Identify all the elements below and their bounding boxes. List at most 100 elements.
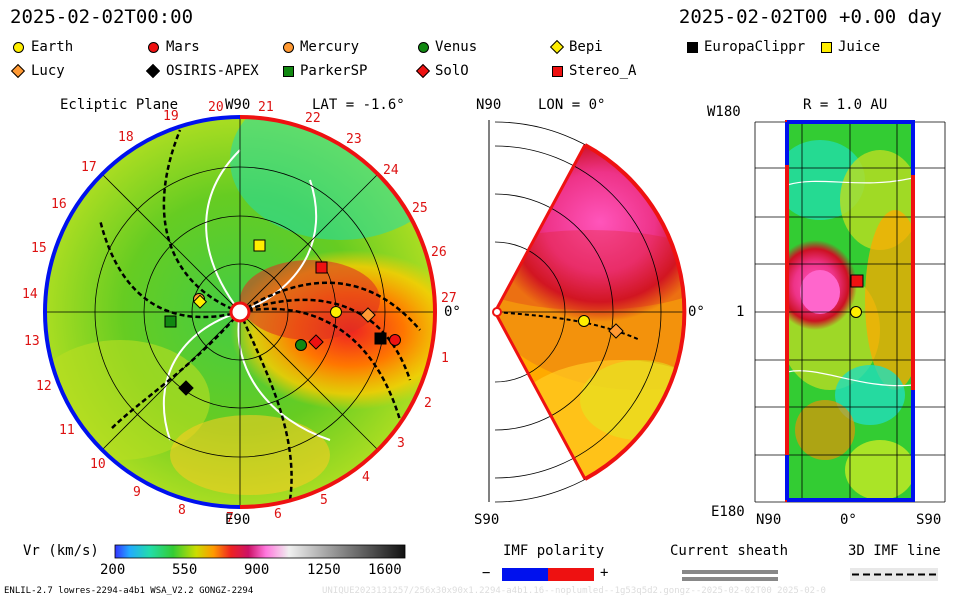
header-time-left: 2025-02-02T00:00 [10, 6, 194, 28]
carrington-3: 3 [397, 436, 405, 451]
imf-minus: − [482, 565, 491, 581]
meridional-right-label: 0° [688, 304, 705, 320]
carrington-8: 8 [178, 503, 186, 518]
carrington-1: 1 [441, 351, 449, 366]
imf-polarity-negative [502, 568, 548, 581]
carrington-5: 5 [320, 493, 328, 508]
ecliptic-bottom-label: E90 [225, 512, 251, 528]
ecliptic-top-label: W90 [225, 97, 251, 113]
carrington-21: 21 [258, 100, 274, 115]
legend-stereo-a-icon [552, 66, 563, 77]
carrington-17: 17 [81, 160, 97, 175]
imf-plus: + [600, 565, 609, 581]
colorbar-tick-1250: 1250 [307, 562, 341, 578]
carrington-10: 10 [90, 457, 106, 472]
mer-lucy-marker [608, 323, 624, 339]
mer-earth-marker [578, 315, 590, 327]
carrington-27: 27 [441, 291, 457, 306]
meridional-panel [488, 120, 687, 503]
legend-osiris-apex-label: OSIRIS-APEX [166, 63, 259, 79]
carrington-11: 11 [59, 423, 75, 438]
legend-juice-label: Juice [838, 39, 881, 55]
meridional-bottom-label: S90 [474, 512, 500, 528]
ecl-europaclipper-marker [374, 332, 387, 345]
carrington-22: 22 [305, 111, 321, 126]
ecl-bepi-marker [192, 294, 208, 309]
legend-juice-icon [821, 42, 832, 53]
legend-bepi-label: Bepi [569, 39, 603, 55]
rad-earth-marker [850, 306, 862, 318]
ecl-parker-marker [164, 315, 177, 328]
colorbar-tick-550: 550 [172, 562, 198, 578]
legend-europaclipper-icon [687, 42, 698, 53]
meridional-top-label: N90 [476, 97, 502, 113]
imf-polarity-label: IMF polarity [503, 543, 605, 559]
carrington-24: 24 [383, 163, 399, 178]
colorbar-tick-1600: 1600 [368, 562, 402, 578]
radial-bottom-n: N90 [756, 512, 782, 528]
carrington-2: 2 [424, 396, 432, 411]
carrington-26: 26 [431, 245, 447, 260]
colorbar-tick-900: 900 [244, 562, 270, 578]
radial-r-label: R = 1.0 AU [803, 97, 888, 113]
legend-venus-icon [418, 42, 429, 53]
carrington-23: 23 [346, 132, 362, 147]
ecl-venus-marker [295, 339, 307, 351]
legend-venus-label: Venus [435, 39, 478, 55]
carrington-25: 25 [412, 201, 428, 216]
meridional-lon: LON = 0° [538, 97, 606, 113]
colorbar-label: Vr (km/s) [23, 543, 99, 559]
carrington-14: 14 [22, 287, 38, 302]
footer-run-id: UNIQUE2023131257/256x30x90x1.2294-a4b1.1… [322, 586, 826, 596]
legend-mercury-icon [283, 42, 294, 53]
carrington-9: 9 [133, 485, 141, 500]
header-time-right: 2025-02-02T00 +0.00 day [678, 6, 942, 28]
legend-earth-label: Earth [31, 39, 74, 55]
ecl-lucy-marker [360, 307, 376, 323]
legend-mars-label: Mars [166, 39, 200, 55]
imf-line-swatch [850, 568, 938, 581]
imf-polarity-positive [548, 568, 594, 581]
radial-bottom-left: E180 [711, 504, 745, 520]
legend-parkersp-icon [283, 66, 294, 77]
carrington-15: 15 [31, 241, 47, 256]
footer-model-info: ENLIL-2.7 lowres-2294-a4b1 WSA_V2.2 GONG… [4, 586, 254, 596]
radial-bottom-mid: 0° [840, 512, 857, 528]
ecl-stereo-marker [315, 261, 328, 274]
legend-parkersp-label: ParkerSP [300, 63, 368, 79]
ecliptic-panel: 19 20 21 22 23 24 25 26 27 1 2 3 4 5 6 7… [22, 100, 457, 526]
current-sheath-swatch [682, 570, 778, 581]
carrington-20: 20 [208, 100, 224, 115]
legend-mars-icon [148, 42, 159, 53]
legend-lucy-label: Lucy [31, 63, 65, 79]
carrington-labels: 19 20 21 22 23 24 25 26 27 1 2 3 4 5 6 7… [22, 100, 457, 526]
legend-mercury-label: Mercury [300, 39, 360, 55]
radial-bottom-s: S90 [916, 512, 942, 528]
legend-stereo-a-label: Stereo_A [569, 63, 637, 79]
radial-panel [754, 120, 946, 503]
imf-3d-label: 3D IMF line [848, 543, 941, 559]
ecl-juice-marker [253, 239, 266, 252]
carrington-19: 19 [163, 109, 179, 124]
legend-earth-icon [13, 42, 24, 53]
carrington-6: 6 [274, 507, 282, 522]
ecliptic-right-label: 0° [444, 304, 461, 320]
carrington-4: 4 [362, 470, 370, 485]
legend-solo-label: SolO [435, 63, 469, 79]
rad-stereo-marker [850, 274, 864, 288]
carrington-13: 13 [24, 334, 40, 349]
vr-colorbar [114, 544, 406, 559]
carrington-12: 12 [36, 379, 52, 394]
ecliptic-lat: LAT = -1.6° [312, 97, 405, 113]
carrington-16: 16 [51, 197, 67, 212]
radial-top-left: W180 [707, 104, 741, 120]
carrington-18: 18 [118, 130, 134, 145]
colorbar-tick-200: 200 [100, 562, 126, 578]
ecliptic-title: Ecliptic Plane [60, 97, 179, 113]
current-sheath-label: Current sheath [670, 543, 789, 559]
ecl-osiris-marker [178, 380, 194, 396]
carrington-7: 7 [226, 511, 234, 526]
legend-europaclipper-label: EuropaClippr [704, 39, 806, 55]
radial-mid-left: 1 [736, 304, 745, 320]
